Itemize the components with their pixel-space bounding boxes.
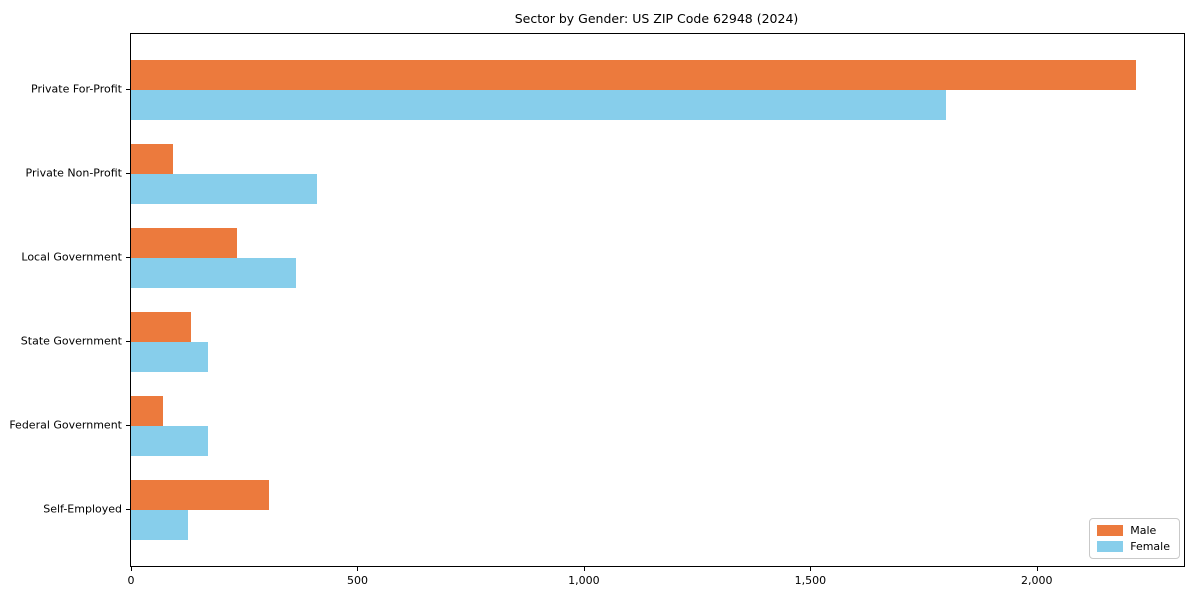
y-tick-label-4: Federal Government (9, 418, 122, 432)
legend-swatch-male (1097, 525, 1124, 536)
y-axis-labels: Private For-Profit Private Non-Profit Loca… (0, 33, 122, 565)
bar-male-5 (131, 480, 270, 510)
x-tick-label-4: 2,000 (1021, 574, 1053, 587)
bar-male-2 (131, 228, 238, 258)
bar-male-1 (131, 144, 174, 174)
y-tick-mark-5 (126, 509, 130, 510)
x-tick-mark-2 (584, 567, 585, 571)
y-tick-mark-0 (126, 89, 130, 90)
bar-female-4 (131, 426, 208, 456)
x-tick-mark-4 (1037, 567, 1038, 571)
y-tick-mark-2 (126, 257, 130, 258)
x-tick-mark-3 (810, 567, 811, 571)
x-tick-label-2: 1,000 (568, 574, 600, 587)
x-tick-label-1: 500 (347, 574, 368, 587)
x-tick-label-0: 0 (127, 574, 135, 587)
legend: Male Female (1089, 518, 1180, 559)
y-tick-label-1: Private Non-Profit (25, 166, 122, 180)
bar-male-3 (131, 312, 192, 342)
bar-female-3 (131, 342, 208, 372)
bar-male-0 (131, 60, 1137, 90)
bar-female-2 (131, 258, 297, 288)
y-tick-mark-4 (126, 425, 130, 426)
y-tick-label-5: Self-Employed (43, 502, 122, 516)
bar-female-1 (131, 174, 317, 204)
y-tick-label-0: Private For-Profit (31, 82, 122, 96)
x-tick-mark-0 (131, 567, 132, 571)
legend-item-male: Male (1097, 525, 1170, 536)
bar-male-4 (131, 396, 164, 426)
legend-label-male: Male (1130, 524, 1157, 537)
chart-title: Sector by Gender: US ZIP Code 62948 (202… (514, 11, 799, 26)
plot-area: Male Female (130, 33, 1185, 567)
x-tick-label-3: 1,500 (794, 574, 827, 587)
y-tick-mark-1 (126, 173, 130, 174)
y-tick-mark-3 (126, 341, 130, 342)
bar-female-0 (131, 90, 947, 120)
legend-item-female: Female (1097, 541, 1170, 552)
y-tick-label-2: Local Government (21, 250, 122, 264)
legend-label-female: Female (1130, 540, 1170, 553)
legend-swatch-female (1097, 541, 1124, 552)
x-tick-mark-1 (357, 567, 358, 571)
y-tick-label-3: State Government (20, 334, 122, 348)
bar-female-5 (131, 510, 189, 540)
